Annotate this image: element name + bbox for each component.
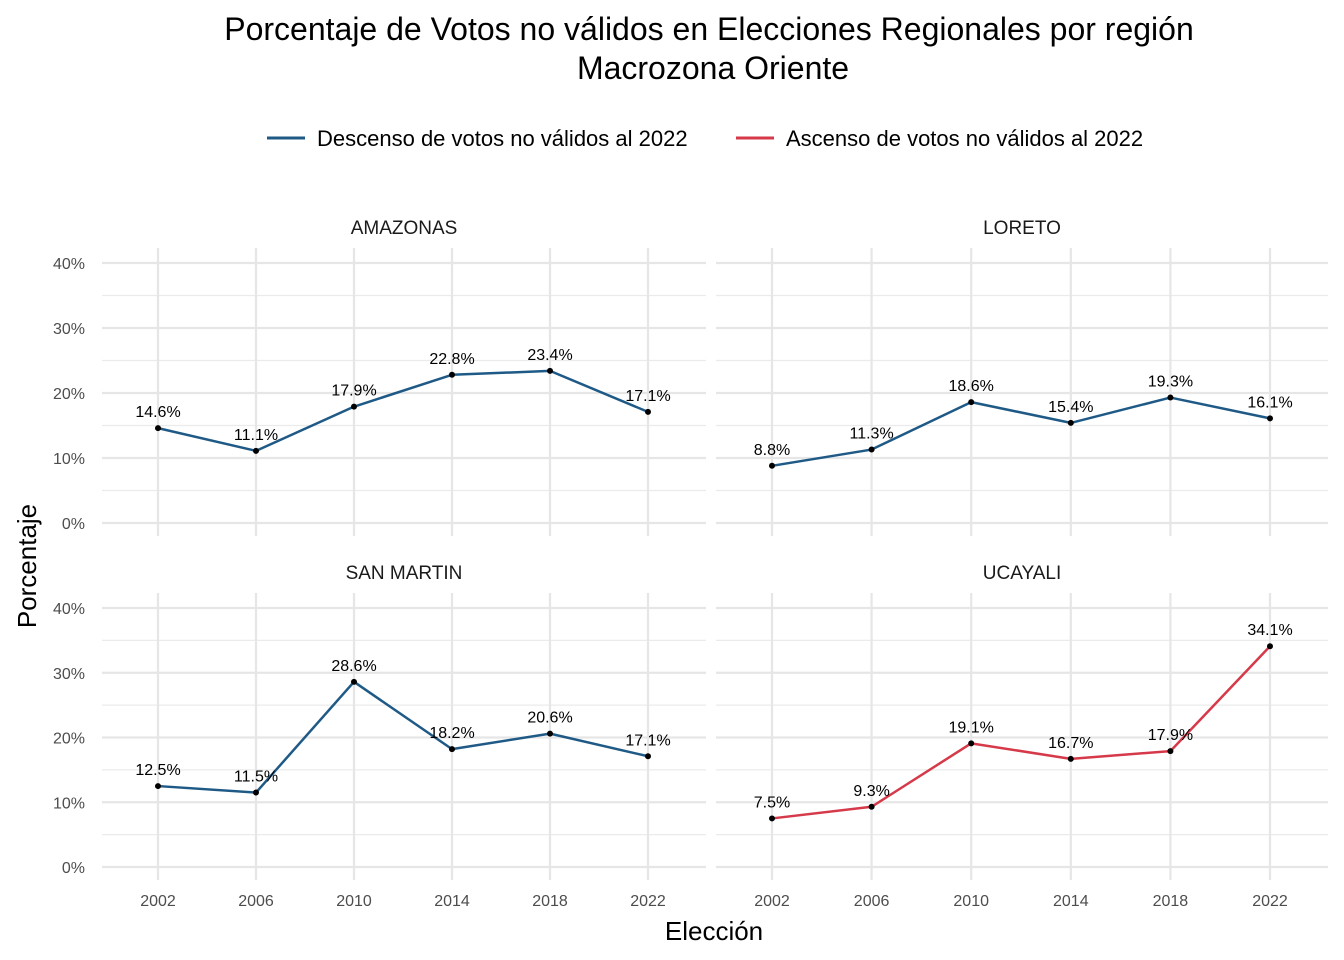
y-tick-label: 20% [53, 731, 85, 748]
data-point [769, 815, 775, 822]
data-label: 22.8% [429, 351, 474, 368]
data-point [547, 730, 553, 737]
facet-panel-san-martin: SAN MARTIN 0% 10% 20% 30% 40% 2002 2006 2010 2014… [53, 563, 706, 910]
x-tick-label: 2022 [1252, 893, 1288, 910]
facet-panel-ucayali: UCAYALI 2002 2006 2010 2014 2018 2022 7.5% 9.3% 1… [716, 563, 1328, 910]
x-tick-label: 2006 [854, 893, 890, 910]
data-label: 11.1% [234, 427, 278, 444]
y-axis-title: Porcentaje [12, 504, 42, 628]
data-point [868, 446, 875, 453]
data-point [645, 753, 651, 760]
y-tick-label: 30% [53, 321, 85, 338]
data-label: 8.8% [754, 442, 790, 459]
x-tick-label: 2014 [434, 893, 470, 910]
data-label: 17.1% [625, 732, 670, 749]
data-point [645, 408, 651, 415]
data-label: 7.5% [754, 794, 790, 811]
data-point [253, 447, 259, 454]
data-point [769, 462, 775, 469]
x-tick-label: 2002 [754, 893, 790, 910]
data-point [1167, 748, 1174, 755]
data-point [351, 403, 357, 410]
data-label: 11.5% [234, 769, 278, 786]
data-label: 28.6% [331, 658, 376, 675]
y-tick-label: 10% [53, 451, 85, 468]
data-point [1267, 415, 1273, 422]
facet-title: SAN MARTIN [346, 563, 463, 584]
series-line [157, 369, 649, 453]
data-label: 18.2% [429, 725, 474, 742]
x-tick-label: 2010 [953, 893, 989, 910]
x-tick-label: 2018 [1153, 893, 1189, 910]
data-label: 16.7% [1048, 735, 1093, 752]
data-point [253, 789, 259, 796]
legend: Descenso de votos no válidos al 2022 Asc… [267, 126, 1143, 151]
x-tick-label: 2010 [336, 893, 372, 910]
y-tick-label: 0% [62, 860, 85, 877]
data-point [968, 399, 975, 406]
series-line [157, 680, 649, 794]
y-tick-label: 40% [53, 256, 85, 273]
facet-title: LORETO [983, 218, 1061, 239]
data-label: 34.1% [1247, 622, 1292, 639]
data-label: 23.4% [527, 347, 572, 364]
facet-title: AMAZONAS [351, 218, 458, 239]
data-point [1067, 755, 1074, 762]
data-point [155, 783, 161, 790]
series-line [771, 396, 1271, 468]
x-tick-label: 2002 [140, 893, 176, 910]
data-point [868, 803, 875, 810]
data-label: 19.1% [949, 719, 994, 736]
chart-title: Porcentaje de Votos no válidos en Elecci… [224, 11, 1194, 47]
data-point [968, 740, 975, 747]
chart-subtitle: Macrozona Oriente [577, 50, 849, 86]
legend-label-ascenso: Ascenso de votos no válidos al 2022 [786, 126, 1143, 151]
data-point [1267, 643, 1273, 650]
x-axis-title: Elección [665, 916, 763, 946]
y-tick-label: 0% [62, 516, 85, 533]
data-label: 15.4% [1048, 399, 1093, 416]
x-tick-label: 2018 [532, 893, 568, 910]
data-label: 17.9% [1148, 727, 1193, 744]
data-label: 18.6% [949, 378, 994, 395]
data-label: 14.6% [135, 404, 180, 421]
y-tick-label: 20% [53, 386, 85, 403]
y-tick-label: 30% [53, 666, 85, 683]
data-label: 19.3% [1148, 374, 1193, 391]
data-point [1067, 419, 1074, 426]
data-point [155, 425, 161, 432]
legend-label-descenso: Descenso de votos no válidos al 2022 [317, 126, 688, 151]
data-label: 12.5% [135, 762, 180, 779]
x-tick-label: 2022 [630, 893, 666, 910]
y-tick-label: 40% [53, 601, 85, 618]
data-label: 17.9% [331, 383, 376, 400]
x-tick-label: 2006 [238, 893, 274, 910]
data-point [351, 678, 357, 685]
facet-panel-amazonas: AMAZONAS 0% 10% 20% 30% 40% 14.6% 11.1% 17.9% 22.… [53, 218, 706, 536]
data-label: 20.6% [527, 710, 572, 727]
facet-panel-loreto: LORETO 8.8% 11.3% 18.6% 15.4% 19.3% 16.1% [716, 218, 1328, 536]
data-label: 17.1% [625, 388, 670, 405]
data-label: 16.1% [1247, 394, 1292, 411]
data-point [547, 367, 553, 374]
x-tick-label: 2014 [1053, 893, 1089, 910]
facet-panels: AMAZONAS 0% 10% 20% 30% 40% 14.6% 11.1% 17.9% 22.… [53, 218, 1328, 910]
data-point [449, 371, 455, 378]
data-label: 9.3% [853, 783, 889, 800]
data-point [1167, 394, 1174, 401]
y-tick-label: 10% [53, 795, 85, 812]
data-label: 11.3% [850, 426, 894, 443]
data-point [449, 746, 455, 753]
facet-title: UCAYALI [983, 563, 1062, 584]
series-line [771, 645, 1271, 820]
